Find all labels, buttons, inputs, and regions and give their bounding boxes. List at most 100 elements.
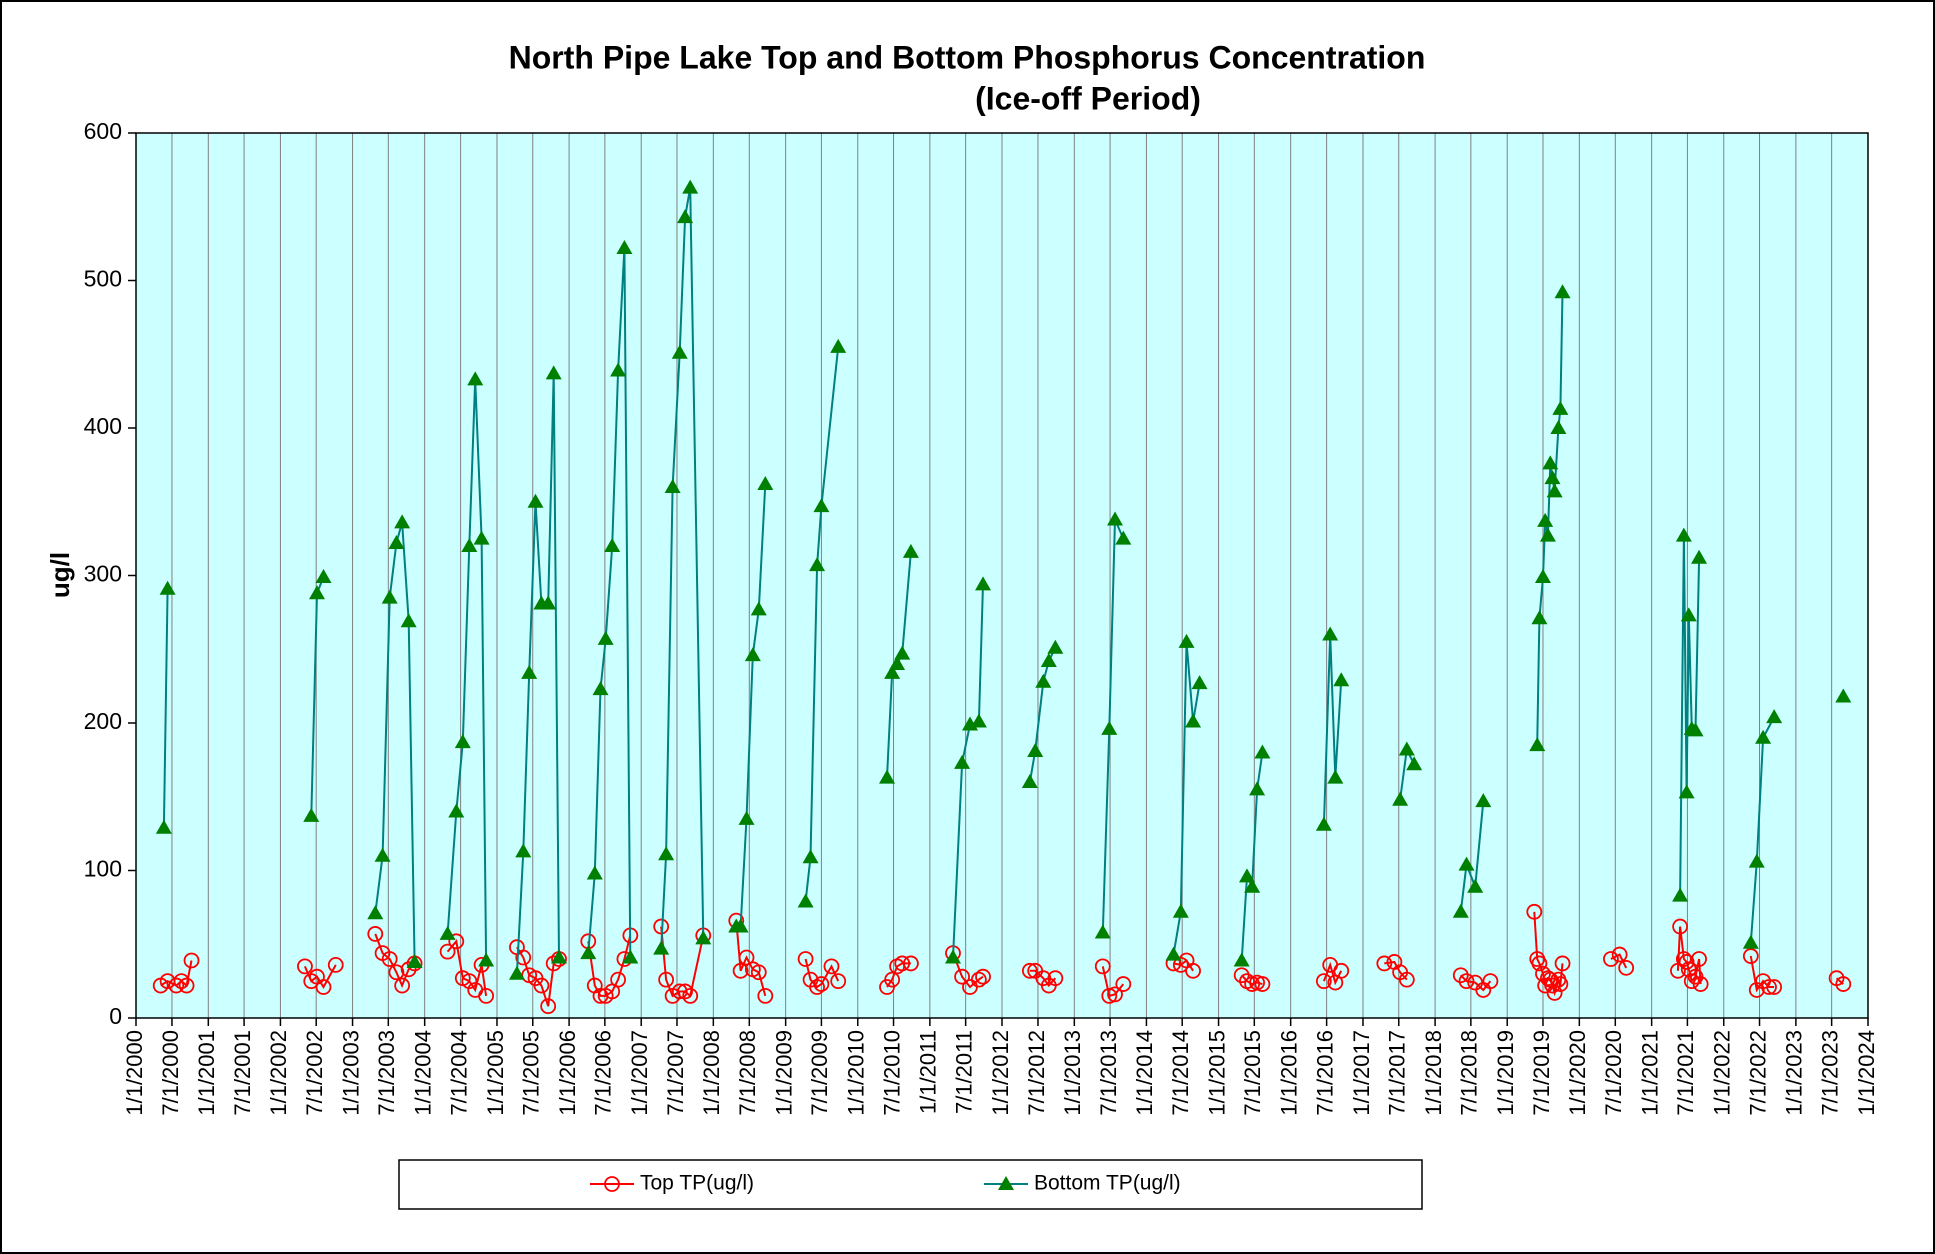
data-point [1692, 976, 1709, 992]
x-tick-label: 7/1/2002 [302, 1030, 327, 1116]
data-point [622, 927, 639, 944]
data-point [173, 973, 190, 990]
data-point [315, 979, 332, 995]
legend-label: Top TP(ug/l) [640, 1172, 754, 1195]
data-point [653, 918, 670, 935]
data-point [1333, 962, 1350, 979]
data-point [695, 930, 712, 945]
data-point [1539, 527, 1556, 542]
data-point [1165, 946, 1182, 961]
legend-marker [604, 1176, 620, 1192]
x-tick-label: 7/1/2013 [1096, 1030, 1121, 1116]
data-point [1687, 722, 1704, 737]
x-tick-label: 1/1/2009 [771, 1030, 796, 1116]
data-point [1254, 744, 1271, 759]
x-tick-label: 7/1/2018 [1457, 1030, 1482, 1116]
x-tick-label: 1/1/2000 [122, 1030, 147, 1116]
data-point [738, 949, 755, 966]
data-point [327, 957, 344, 973]
data-point [809, 557, 826, 572]
data-point [1094, 958, 1111, 975]
data-point [1542, 455, 1559, 470]
data-point [1327, 769, 1344, 784]
data-point [381, 589, 398, 604]
x-tick-label: 1/1/2001 [194, 1030, 219, 1116]
y-tick-label: 600 [84, 118, 122, 144]
data-point [671, 983, 688, 1000]
data-point [1107, 986, 1123, 1003]
data-point [884, 971, 901, 988]
data-point [1529, 737, 1546, 752]
x-tick-label: 1/1/2006 [555, 1030, 580, 1116]
x-tick-label: 7/1/2006 [591, 1030, 616, 1116]
data-point [1101, 720, 1118, 735]
data-point [1742, 934, 1759, 949]
x-tick-label: 1/1/2012 [988, 1030, 1013, 1116]
data-point [1675, 951, 1692, 967]
data-point [903, 955, 919, 972]
x-tick-label: 7/1/2020 [1601, 1030, 1626, 1116]
data-point [1239, 868, 1256, 883]
data-point [183, 952, 200, 969]
data-point [388, 535, 405, 550]
data-point [894, 645, 911, 660]
x-tick-label: 7/1/2004 [446, 1030, 471, 1116]
x-tick-label: 1/1/2010 [844, 1030, 869, 1116]
data-point [970, 971, 987, 988]
x-tick-label: 7/1/2016 [1312, 1030, 1337, 1116]
data-point [1322, 626, 1339, 641]
data-point [597, 630, 614, 645]
data-point [1047, 639, 1064, 654]
data-point [813, 976, 830, 992]
data-point [367, 926, 384, 942]
chart-title: North Pipe Lake Top and Bottom Phosphoru… [509, 39, 1426, 75]
data-point [315, 568, 332, 583]
x-tick-label: 1/1/2022 [1710, 1030, 1735, 1116]
data-point [682, 987, 699, 1004]
legend-box [398, 1159, 1423, 1210]
data-point [439, 925, 456, 940]
data-point [1691, 549, 1708, 564]
data-point [1172, 903, 1189, 918]
data-point [308, 585, 325, 600]
data-point [1678, 784, 1695, 799]
x-tick-label: 1/1/2004 [410, 1030, 435, 1116]
x-tick-label: 1/1/2007 [627, 1030, 652, 1116]
data-point [1835, 688, 1852, 703]
data-point [1185, 962, 1201, 979]
data-point [1094, 924, 1111, 939]
data-point [159, 580, 176, 595]
data-point [478, 987, 495, 1004]
data-point [671, 344, 688, 359]
data-point [1392, 791, 1409, 806]
data-point [1552, 976, 1569, 992]
data-point [448, 803, 465, 818]
data-point [732, 962, 749, 979]
x-tick-label: 1/1/2002 [266, 1030, 291, 1116]
y-tick-label: 100 [84, 856, 122, 882]
data-point [1035, 673, 1052, 688]
x-tick-label: 7/1/2008 [735, 1030, 760, 1116]
data-point [388, 964, 405, 981]
data-point [610, 971, 626, 988]
data-point [1185, 713, 1202, 728]
data-point [1398, 741, 1415, 756]
data-point [521, 664, 538, 679]
data-point [592, 681, 609, 696]
data-point [586, 865, 603, 880]
data-point [1315, 973, 1332, 990]
data-point [1618, 959, 1635, 976]
data-point [478, 952, 495, 967]
data-point [809, 979, 825, 995]
data-point [604, 538, 621, 552]
data-point [1107, 511, 1124, 526]
x-tick-label: 7/1/2019 [1529, 1030, 1554, 1116]
data-point [610, 362, 627, 377]
x-tick-label: 1/1/2015 [1204, 1030, 1229, 1116]
y-tick-label: 300 [84, 561, 122, 587]
data-point [954, 968, 970, 985]
x-tick-label: 1/1/2013 [1060, 1030, 1085, 1116]
data-point [515, 843, 532, 858]
data-point [757, 987, 774, 1004]
